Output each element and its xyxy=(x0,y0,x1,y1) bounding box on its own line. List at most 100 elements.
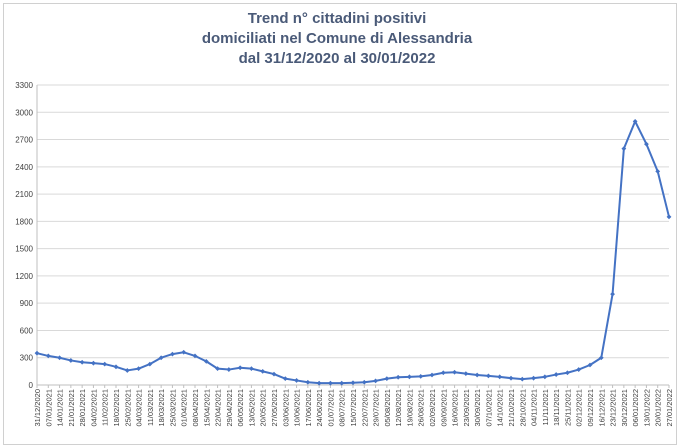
series-line-1 xyxy=(36,120,670,385)
x-tick-label: 18/02/2021 xyxy=(112,389,121,427)
x-tick-label: 27/01/2022 xyxy=(665,389,674,427)
x-tick-label: 06/05/2021 xyxy=(236,389,245,427)
x-tick-label: 07/10/2021 xyxy=(484,389,493,427)
data-point xyxy=(474,372,480,378)
data-point xyxy=(34,350,40,356)
x-tick-label: 02/12/2021 xyxy=(575,389,584,427)
data-point xyxy=(418,373,424,379)
x-tick-label: 17/06/2021 xyxy=(304,389,313,427)
y-tick-label: 3000 xyxy=(15,108,33,117)
x-tick-label: 28/01/2021 xyxy=(78,389,87,427)
x-tick-label: 05/08/2021 xyxy=(383,389,392,427)
axes xyxy=(36,85,669,386)
data-point xyxy=(305,379,311,385)
data-point xyxy=(644,141,649,147)
data-point xyxy=(136,366,141,372)
data-point xyxy=(147,361,153,367)
y-tick-label: 1200 xyxy=(15,272,33,281)
x-tick-label: 11/02/2021 xyxy=(101,389,110,426)
gridlines xyxy=(37,84,669,359)
data-point xyxy=(339,380,345,386)
y-tick-label: 2700 xyxy=(15,136,33,145)
data-point xyxy=(203,358,209,364)
x-tick-label: 01/04/2021 xyxy=(180,389,189,427)
x-tick-label: 30/09/2021 xyxy=(473,389,482,427)
x-tick-label: 22/04/2021 xyxy=(214,389,223,427)
data-point xyxy=(553,372,559,377)
x-tick-label: 08/04/2021 xyxy=(191,389,200,427)
data-point xyxy=(170,351,175,357)
x-tick-label: 14/01/2021 xyxy=(56,389,65,427)
x-tick-label: 13/01/2022 xyxy=(642,389,651,427)
data-point xyxy=(429,372,435,378)
data-point xyxy=(79,359,85,365)
data-point xyxy=(271,371,277,377)
x-tick-label: 11/03/2021 xyxy=(146,389,155,426)
data-point xyxy=(508,375,514,381)
x-tick-label: 03/06/2021 xyxy=(281,389,290,427)
data-point xyxy=(666,214,672,220)
x-tick-label: 01/07/2021 xyxy=(326,389,335,427)
data-point xyxy=(45,353,51,359)
x-tick-label: 30/12/2021 xyxy=(620,389,629,427)
x-tick-label: 04/02/2021 xyxy=(89,389,98,427)
data-point xyxy=(350,380,356,386)
x-tick-label: 14/10/2021 xyxy=(496,389,505,427)
x-tick-label: 12/08/2021 xyxy=(394,389,403,427)
x-tick-label: 09/09/2021 xyxy=(439,389,448,427)
y-tick-label: 3300 xyxy=(15,81,33,90)
x-tick-label: 20/05/2021 xyxy=(259,389,268,427)
x-tick-label: 23/12/2021 xyxy=(609,389,618,427)
data-point xyxy=(621,146,627,152)
data-point xyxy=(452,369,457,375)
chart-title-line-1: Trend n° cittadini positivi xyxy=(248,10,427,27)
data-point xyxy=(124,368,130,373)
data-point xyxy=(282,376,288,382)
data-point xyxy=(576,367,582,372)
y-tick-label: 1800 xyxy=(15,217,33,226)
data-point xyxy=(632,118,638,124)
data-point xyxy=(587,362,593,368)
data-point xyxy=(215,366,220,372)
data-point xyxy=(407,374,412,380)
data-point xyxy=(542,374,548,380)
x-tick-label: 31/12/2020 xyxy=(33,389,42,427)
data-point xyxy=(226,367,232,372)
x-tick-label: 26/08/2021 xyxy=(417,389,426,427)
x-tick-label: 18/11/2021 xyxy=(552,389,561,426)
x-tick-label: 15/07/2021 xyxy=(349,389,358,427)
data-point xyxy=(192,353,198,359)
y-tick-label: 300 xyxy=(20,354,34,363)
data-point xyxy=(373,378,378,384)
x-tick-label: 11/11/2021 xyxy=(541,389,550,425)
y-tick-label: 2400 xyxy=(15,163,33,172)
x-tick-label: 19/08/2021 xyxy=(405,389,414,427)
y-tick-label: 900 xyxy=(20,299,34,308)
data-point xyxy=(519,376,525,382)
data-point xyxy=(181,349,187,355)
x-tick-label: 04/11/2021 xyxy=(530,389,539,426)
x-tick-label: 07/01/2021 xyxy=(44,389,53,427)
x-tick-label: 13/05/2021 xyxy=(247,389,256,427)
data-point xyxy=(531,375,536,381)
chart-title-line-2: domiciliati nel Comune di Alessandria xyxy=(202,30,473,47)
data-point xyxy=(249,366,254,372)
line-chart: Trend n° cittadini positivi domiciliati n… xyxy=(15,10,674,427)
x-tick-label: 24/06/2021 xyxy=(315,389,324,427)
x-tick-label: 25/02/2021 xyxy=(123,389,132,427)
x-tick-label: 25/11/2021 xyxy=(563,389,572,426)
data-point xyxy=(440,370,446,376)
data-point xyxy=(598,355,604,361)
y-tick-label: 1500 xyxy=(15,245,33,254)
y-tick-label: 600 xyxy=(20,326,34,335)
x-tick-label: 20/01/2022 xyxy=(654,389,663,427)
y-axis-ticks: 0 300 600 900 1200 1500 1800 2100 2400 2700 3000 33… xyxy=(15,81,33,390)
x-tick-label: 21/10/2021 xyxy=(507,389,516,427)
data-point xyxy=(610,291,615,297)
data-point xyxy=(655,168,661,174)
data-point xyxy=(486,373,491,379)
y-tick-label: 2100 xyxy=(15,190,33,199)
data-point xyxy=(384,376,390,382)
x-tick-label: 29/07/2021 xyxy=(372,389,381,427)
x-tick-label: 08/07/2021 xyxy=(338,389,347,427)
